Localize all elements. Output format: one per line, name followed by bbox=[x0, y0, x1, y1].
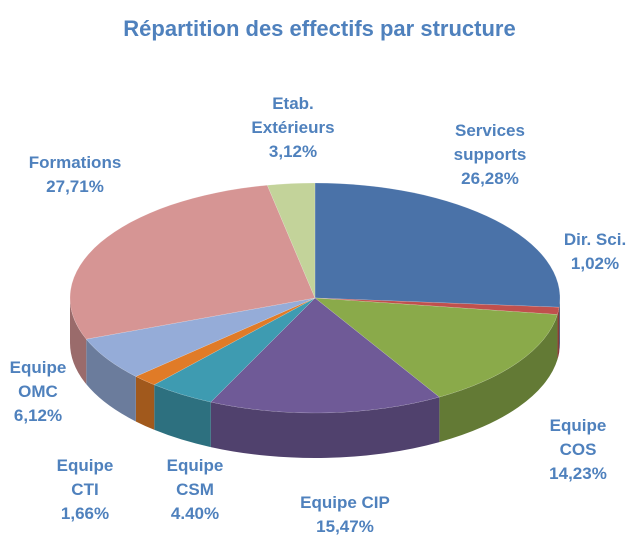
data-label: Equipe CTI 1,66% bbox=[45, 454, 125, 526]
data-label: Services supports 26,28% bbox=[445, 119, 535, 191]
slice-value: 3,12% bbox=[268, 142, 318, 161]
slice-name: Etab. Extérieurs bbox=[251, 94, 335, 137]
data-label: Equipe CIP 15,47% bbox=[280, 491, 410, 539]
slice-value: 1,02% bbox=[570, 254, 620, 273]
pie-slice bbox=[85, 297, 316, 377]
data-label: Etab. Extérieurs 3,12% bbox=[243, 92, 343, 164]
pie-slice bbox=[314, 182, 561, 308]
pie-slice-side bbox=[154, 384, 211, 448]
data-label: Dir. Sci. 1,02% bbox=[540, 228, 639, 276]
pie-slice bbox=[210, 297, 440, 414]
pie-slice-side bbox=[210, 397, 440, 458]
slice-value: 1,66% bbox=[60, 504, 110, 523]
slice-name: Equipe CSM bbox=[166, 456, 224, 499]
slice-value: 14,23% bbox=[549, 464, 607, 483]
pie-slice-side bbox=[557, 307, 560, 360]
chart-title: Répartition des effectifs par structure bbox=[123, 16, 516, 41]
slice-name: Equipe CIP bbox=[300, 493, 390, 512]
data-label: Equipe CSM 4.40% bbox=[155, 454, 235, 526]
slice-name: Equipe OMC bbox=[9, 358, 67, 401]
pie-slice bbox=[314, 297, 558, 398]
pie-slice bbox=[266, 182, 316, 299]
slice-value: 6,12% bbox=[13, 406, 63, 425]
pie-slice-side bbox=[439, 314, 558, 443]
data-label: Equipe OMC 6,12% bbox=[8, 356, 68, 428]
slice-name: Services supports bbox=[453, 121, 527, 164]
pie-slice bbox=[314, 297, 560, 315]
slice-name: Equipe COS bbox=[549, 416, 607, 459]
slice-name: Dir. Sci. bbox=[563, 230, 627, 249]
slice-value: 15,47% bbox=[316, 517, 374, 536]
slice-name: Equipe CTI bbox=[56, 456, 114, 499]
pie-slice-side bbox=[559, 298, 560, 353]
pie-slice bbox=[153, 297, 316, 403]
slice-value: 26,28% bbox=[461, 169, 519, 188]
slice-value: 27,71% bbox=[46, 177, 104, 196]
pie-slice-side bbox=[135, 376, 155, 430]
data-label: Equipe COS 14,23% bbox=[538, 414, 618, 486]
slice-name: Formations bbox=[28, 153, 122, 172]
pie-slice-side bbox=[70, 298, 87, 385]
pie-slice-side bbox=[86, 339, 136, 422]
data-label: Formations 27,71% bbox=[15, 151, 135, 199]
pie-slice bbox=[69, 184, 316, 340]
pie-slice bbox=[135, 297, 316, 386]
slice-value: 4.40% bbox=[170, 504, 220, 523]
